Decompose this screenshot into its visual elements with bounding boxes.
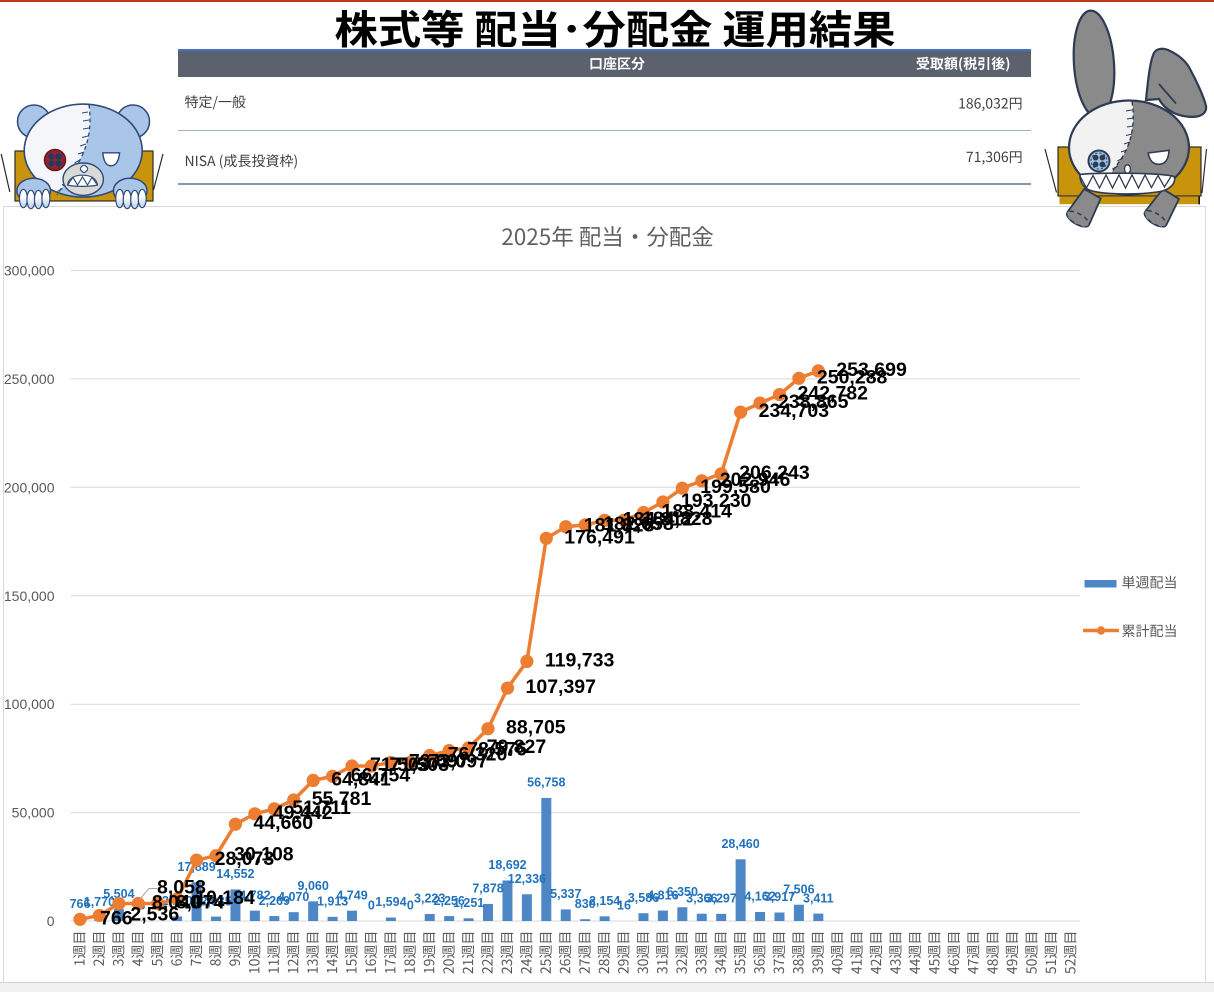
svg-text:830: 830 [575, 897, 596, 911]
svg-text:1,251: 1,251 [453, 896, 484, 910]
svg-text:79,827: 79,827 [487, 736, 547, 758]
svg-text:6,350: 6,350 [667, 885, 698, 899]
svg-text:766: 766 [70, 897, 91, 911]
svg-text:0: 0 [407, 899, 414, 913]
svg-text:188,414: 188,414 [662, 501, 733, 523]
svg-text:7,878: 7,878 [472, 882, 503, 896]
svg-text:49,442: 49,442 [273, 802, 333, 824]
svg-text:182,658: 182,658 [603, 513, 674, 535]
svg-text:3,411: 3,411 [803, 891, 834, 905]
svg-text:100,000: 100,000 [4, 696, 55, 712]
svg-text:200,000: 200,000 [4, 479, 55, 495]
svg-text:4,070: 4,070 [278, 890, 309, 904]
svg-text:202,946: 202,946 [720, 469, 791, 491]
svg-text:28,460: 28,460 [721, 837, 759, 851]
svg-text:30,108: 30,108 [234, 844, 294, 866]
svg-text:176,491: 176,491 [564, 526, 635, 548]
svg-text:1,913: 1,913 [317, 895, 348, 909]
svg-text:250,000: 250,000 [4, 371, 55, 387]
svg-text:71,503: 71,503 [370, 754, 430, 776]
svg-text:253,699: 253,699 [836, 359, 907, 381]
svg-text:9,060: 9,060 [298, 879, 329, 893]
svg-text:2,536: 2,536 [130, 904, 179, 926]
svg-text:76,320: 76,320 [448, 744, 508, 766]
svg-text:199,580: 199,580 [700, 476, 771, 498]
svg-text:3,223: 3,223 [414, 892, 445, 906]
svg-text:8,058: 8,058 [157, 877, 206, 899]
svg-text:119,733: 119,733 [545, 649, 615, 671]
svg-text:4,162: 4,162 [744, 890, 775, 904]
svg-text:2,256: 2,256 [434, 894, 465, 908]
svg-text:4,782: 4,782 [239, 888, 270, 902]
svg-text:193,230: 193,230 [681, 490, 752, 512]
svg-text:3,297: 3,297 [706, 892, 737, 906]
svg-text:107,397: 107,397 [526, 676, 597, 698]
svg-text:0: 0 [368, 899, 375, 913]
svg-text:206,243: 206,243 [739, 462, 810, 484]
svg-text:64,841: 64,841 [331, 768, 391, 790]
svg-text:4,816: 4,816 [647, 888, 678, 902]
svg-text:10,184: 10,184 [195, 887, 255, 909]
svg-text:78,576: 78,576 [467, 739, 527, 761]
svg-text:2,269: 2,269 [259, 894, 290, 908]
svg-text:3,917: 3,917 [764, 890, 795, 904]
svg-text:73,097: 73,097 [428, 751, 488, 773]
svg-text:1,770: 1,770 [84, 895, 115, 909]
svg-text:28,073: 28,073 [215, 848, 275, 870]
svg-text:88,705: 88,705 [506, 717, 566, 739]
svg-text:766: 766 [100, 907, 133, 929]
svg-text:300,000: 300,000 [4, 263, 55, 279]
svg-text:4,749: 4,749 [336, 888, 367, 902]
svg-text:66,754: 66,754 [351, 764, 411, 786]
svg-text:55,781: 55,781 [312, 788, 372, 810]
svg-text:238,865: 238,865 [778, 391, 849, 413]
svg-text:8,040: 8,040 [152, 892, 201, 914]
svg-text:5,504: 5,504 [103, 887, 134, 901]
svg-text:50,000: 50,000 [12, 805, 55, 821]
svg-text:12,336: 12,336 [508, 872, 546, 886]
svg-text:184,828: 184,828 [642, 508, 713, 530]
svg-text:150,000: 150,000 [4, 588, 55, 604]
svg-text:8,074: 8,074 [176, 892, 225, 914]
svg-text:5,337: 5,337 [550, 887, 581, 901]
svg-text:242,782: 242,782 [798, 383, 869, 405]
svg-text:16: 16 [617, 899, 631, 913]
svg-text:2,035: 2,035 [200, 894, 231, 908]
svg-text:3,366: 3,366 [686, 891, 717, 905]
svg-text:73,097: 73,097 [409, 751, 469, 773]
svg-text:71,503: 71,503 [389, 754, 449, 776]
svg-text:18,692: 18,692 [488, 858, 526, 872]
svg-text:44,660: 44,660 [253, 812, 313, 834]
svg-text:7,506: 7,506 [783, 882, 814, 896]
svg-text:1,594: 1,594 [375, 895, 406, 909]
svg-text:2,154: 2,154 [589, 894, 620, 908]
svg-text:184,812: 184,812 [623, 508, 694, 530]
svg-text:3,586: 3,586 [628, 891, 659, 905]
svg-text:181,828: 181,828 [584, 515, 655, 537]
svg-text:51,711: 51,711 [292, 797, 351, 819]
svg-text:234,703: 234,703 [759, 400, 830, 422]
svg-text:17,889: 17,889 [177, 860, 215, 874]
svg-text:250,288: 250,288 [817, 366, 888, 388]
svg-text:14,552: 14,552 [216, 867, 254, 881]
svg-text:56,758: 56,758 [527, 776, 565, 790]
svg-text:0: 0 [47, 913, 55, 929]
